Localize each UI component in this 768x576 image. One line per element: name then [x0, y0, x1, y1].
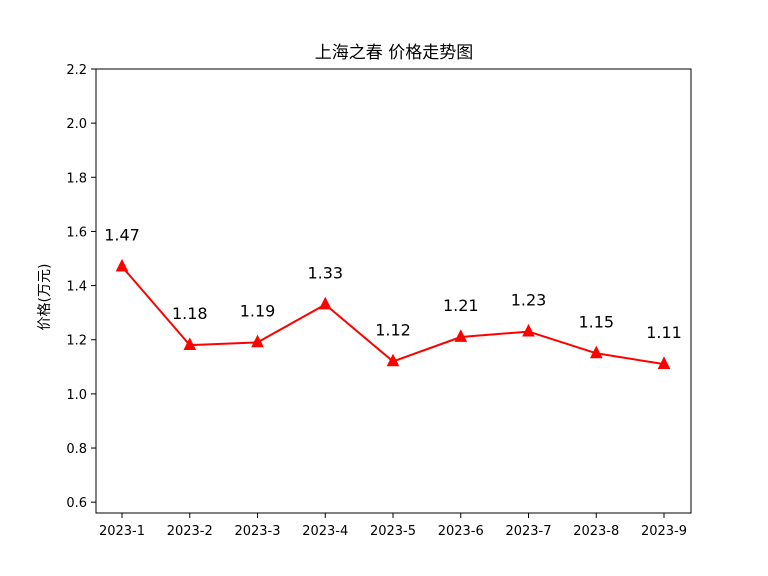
x-tick-label: 2023-2	[167, 524, 213, 539]
y-tick-label: 1.0	[66, 388, 87, 403]
chart-title: 上海之春 价格走势图	[315, 43, 473, 63]
data-labels: 1.47 1.18 1.19 1.33 1.12 1.21 1.23 1.15 1.11	[104, 226, 682, 342]
y-tick-label: 1.8	[66, 171, 87, 186]
data-label: 1.12	[375, 320, 411, 339]
y-tick-label: 1.2	[66, 334, 87, 349]
data-label: 1.18	[172, 304, 208, 323]
data-point-marker	[386, 353, 400, 367]
data-point-marker	[115, 258, 129, 272]
x-tick-label: 2023-9	[641, 524, 687, 539]
data-label: 1.33	[307, 264, 343, 283]
x-tick-label: 2023-6	[438, 524, 484, 539]
data-label: 1.47	[104, 226, 140, 245]
x-tick-label: 2023-3	[234, 524, 280, 539]
data-point-marker	[454, 329, 468, 342]
y-tick-label: 1.4	[66, 280, 87, 295]
data-point-marker	[183, 337, 197, 350]
y-tick-label: 1.6	[66, 225, 87, 240]
x-tick-label: 2023-1	[99, 524, 145, 539]
y-tick-label: 2.2	[66, 63, 87, 78]
data-point-marker	[522, 323, 535, 337]
data-label: 1.11	[646, 323, 682, 342]
x-tick-label: 2023-8	[573, 524, 619, 539]
x-tick-label: 2023-7	[505, 524, 551, 539]
y-tick-label: 2.0	[66, 117, 87, 132]
y-axis-label: 价格(万元)	[37, 264, 53, 331]
y-tick-label: 0.6	[66, 496, 87, 511]
data-label: 1.19	[240, 301, 276, 320]
x-tick-label: 2023-4	[302, 524, 348, 539]
data-point-marker	[318, 296, 332, 310]
y-axis: 0.6 0.8 1.0 1.2 1.4 1.6 1.8 2.0 2.2	[66, 63, 96, 511]
plot-area-frame	[95, 68, 692, 514]
data-label: 1.23	[511, 291, 547, 310]
data-label: 1.15	[578, 312, 614, 331]
series-price	[115, 258, 671, 369]
data-point-marker	[251, 334, 264, 348]
y-tick-label: 0.8	[66, 442, 87, 457]
data-point-marker	[657, 356, 671, 369]
x-axis: 2023-1 2023-2 2023-3 2023-4 2023-5 2023-6 2023…	[99, 513, 687, 539]
data-point-marker	[589, 345, 603, 359]
data-label: 1.21	[443, 296, 479, 315]
x-tick-label: 2023-5	[370, 524, 416, 539]
